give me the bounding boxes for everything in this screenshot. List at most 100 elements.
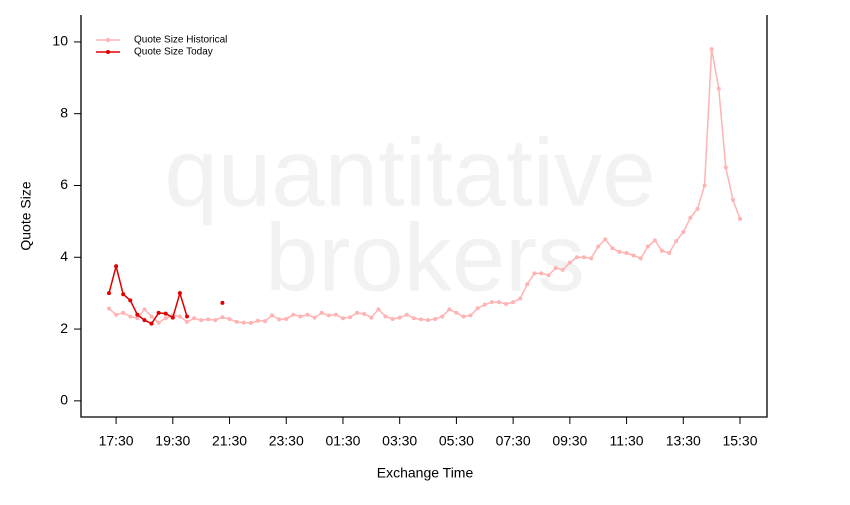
- series-point: [709, 47, 714, 52]
- series-point: [660, 248, 665, 253]
- series-point: [220, 315, 225, 320]
- series-point: [114, 312, 119, 317]
- series-point: [156, 320, 161, 325]
- series-point: [617, 249, 622, 254]
- series-point: [135, 316, 140, 321]
- series-point: [589, 256, 594, 261]
- series-point: [107, 291, 111, 296]
- series-point: [163, 311, 168, 316]
- series-point: [227, 317, 232, 322]
- series-point: [326, 313, 331, 318]
- legend-point: [106, 38, 110, 42]
- series-point: [702, 183, 707, 188]
- x-tick-label: 15:30: [722, 433, 757, 449]
- series-point: [184, 319, 189, 324]
- series-point: [149, 314, 154, 319]
- series-point: [255, 318, 260, 323]
- series-point: [511, 300, 516, 305]
- x-tick-label: 17:30: [99, 433, 134, 449]
- series-point: [270, 313, 275, 318]
- series-point: [177, 291, 182, 296]
- series-point: [730, 197, 735, 202]
- series-point: [553, 266, 558, 271]
- series-point: [362, 311, 367, 316]
- series-point: [298, 314, 303, 319]
- series-point: [397, 315, 402, 320]
- series-point: [539, 271, 544, 276]
- series-point: [404, 312, 409, 317]
- series-point: [291, 312, 296, 317]
- series-point: [192, 316, 197, 321]
- series-point: [433, 317, 438, 322]
- series-point: [262, 319, 267, 324]
- series-point: [688, 215, 693, 220]
- series-point: [213, 318, 218, 323]
- series-point: [738, 216, 742, 221]
- series-point: [418, 317, 423, 322]
- series-point: [574, 255, 579, 260]
- series-point: [241, 320, 246, 325]
- series-point: [248, 320, 253, 325]
- series-point: [447, 307, 452, 312]
- series-point: [355, 310, 360, 315]
- x-tick-label: 07:30: [496, 433, 531, 449]
- series-point: [482, 302, 487, 307]
- series-point: [383, 314, 388, 319]
- series-point: [121, 292, 126, 297]
- series-point: [560, 267, 565, 272]
- x-tick-label: 03:30: [382, 433, 417, 449]
- series-point: [624, 250, 629, 255]
- series-point: [426, 318, 431, 323]
- series-point: [603, 237, 608, 242]
- watermark: quantitative: [164, 119, 655, 226]
- series-point: [674, 239, 679, 244]
- series-point: [652, 238, 657, 243]
- series-point: [107, 306, 111, 311]
- watermark: brokers: [265, 204, 585, 311]
- series-line: [108, 263, 188, 325]
- series-point: [638, 256, 643, 261]
- legend-label: Quote Size Today: [134, 47, 213, 58]
- axes-box: [80, 15, 768, 418]
- series-point: [454, 310, 459, 315]
- series-point: [135, 312, 140, 317]
- series-point: [220, 300, 225, 305]
- series-point: [532, 271, 537, 276]
- series-point: [177, 314, 182, 319]
- y-tick-label: 8: [60, 104, 68, 120]
- x-tick-label: 11:30: [610, 433, 644, 449]
- series-point: [468, 313, 473, 318]
- series-point: [582, 255, 587, 260]
- x-tick-label: 21:30: [212, 433, 247, 449]
- series-point: [305, 312, 310, 317]
- series-point: [610, 246, 615, 251]
- y-tick-label: 2: [60, 320, 68, 336]
- y-axis-label: Quote Size: [18, 181, 34, 250]
- series-point: [128, 314, 133, 319]
- series-point: [631, 253, 636, 258]
- series-point: [504, 301, 509, 306]
- legend-label: Quote Size Historical: [134, 35, 227, 46]
- series-point: [411, 316, 416, 321]
- series-point: [496, 300, 501, 305]
- series-point: [206, 317, 211, 322]
- legend-point: [106, 50, 110, 54]
- series-point: [596, 244, 601, 249]
- series-point: [390, 317, 395, 322]
- series-point: [142, 318, 147, 323]
- x-tick-label: 23:30: [269, 433, 304, 449]
- series-point: [376, 307, 381, 312]
- series-point: [461, 314, 466, 319]
- series-point: [163, 316, 168, 321]
- series-point: [142, 307, 147, 312]
- series-point: [440, 314, 445, 319]
- series-point: [333, 312, 338, 317]
- series-point: [723, 165, 728, 170]
- series-point: [149, 321, 154, 326]
- series-point: [128, 298, 133, 303]
- series-point: [546, 273, 551, 278]
- series-point: [667, 250, 672, 255]
- series-point: [170, 315, 175, 320]
- series-point: [156, 310, 161, 315]
